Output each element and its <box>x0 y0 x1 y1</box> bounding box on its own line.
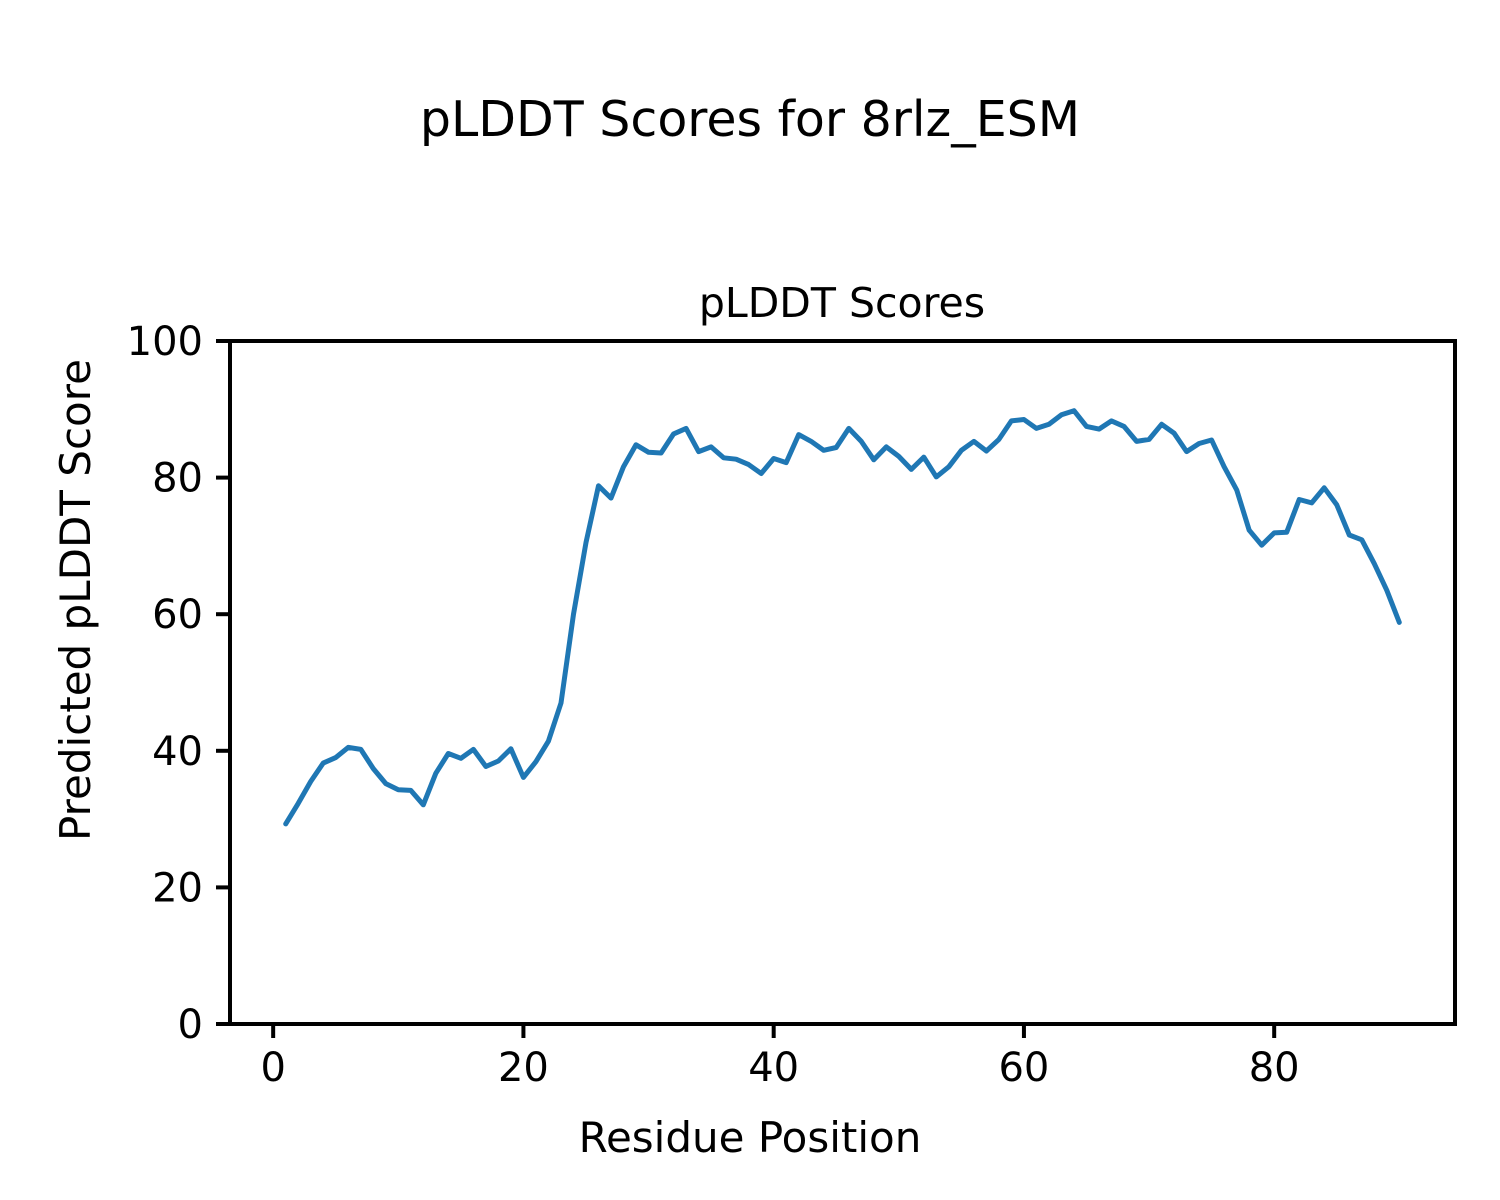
y-tick-label: 40 <box>152 729 203 775</box>
x-axis-ticks: 0 20 40 60 80 <box>260 1024 1300 1091</box>
y-tick-label: 20 <box>152 865 203 911</box>
plddt-line-series <box>283 408 1402 827</box>
y-axis-ticks: 0 20 40 60 80 100 <box>127 319 230 1048</box>
axes-title: pLDDT Scores <box>699 279 985 327</box>
plot-border <box>228 339 1457 1026</box>
y-axis-label: Predicted pLDDT Score <box>51 359 100 841</box>
x-tick-label: 0 <box>260 1045 285 1091</box>
x-tick-label: 40 <box>748 1045 799 1091</box>
x-tick-label: 80 <box>1249 1045 1300 1091</box>
y-tick-label: 60 <box>152 592 203 638</box>
y-tick-label: 100 <box>127 319 203 365</box>
x-tick-label: 60 <box>998 1045 1049 1091</box>
y-tick-label: 80 <box>152 456 203 502</box>
y-tick-label: 0 <box>178 1002 203 1048</box>
x-axis-label: Residue Position <box>579 1113 922 1162</box>
figure-suptitle: pLDDT Scores for 8rlz_ESM <box>420 91 1080 148</box>
x-tick-label: 20 <box>498 1045 549 1091</box>
